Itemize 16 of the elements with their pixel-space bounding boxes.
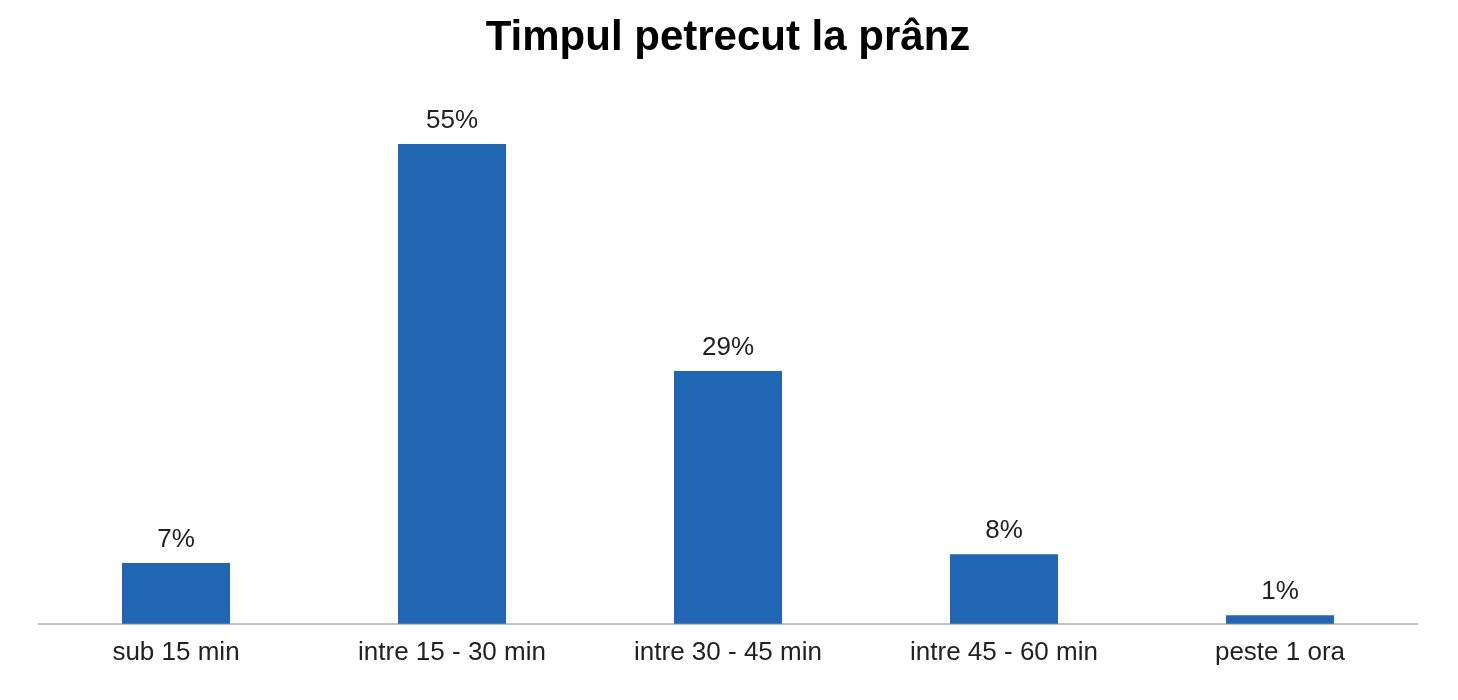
data-label: 1% [1261, 575, 1299, 606]
bar [950, 554, 1058, 624]
bar [1226, 615, 1334, 624]
data-label: 55% [425, 104, 479, 134]
data-label: 7% [157, 522, 195, 553]
data-label: 29% [701, 330, 755, 361]
x-tick-label: intre 45 - 60 min [910, 636, 1098, 667]
bar [398, 144, 506, 624]
data-label: 8% [985, 514, 1023, 545]
chart-title: Timpul petrecut la prânz [484, 11, 972, 61]
bar [674, 370, 782, 624]
x-tick-label: peste 1 ora [1214, 636, 1346, 667]
x-tick-label: sub 15 min [112, 636, 240, 667]
x-tick-label: intre 30 - 45 min [634, 636, 822, 667]
x-tick-label: intre 15 - 30 min [358, 636, 546, 667]
bar [122, 562, 230, 624]
